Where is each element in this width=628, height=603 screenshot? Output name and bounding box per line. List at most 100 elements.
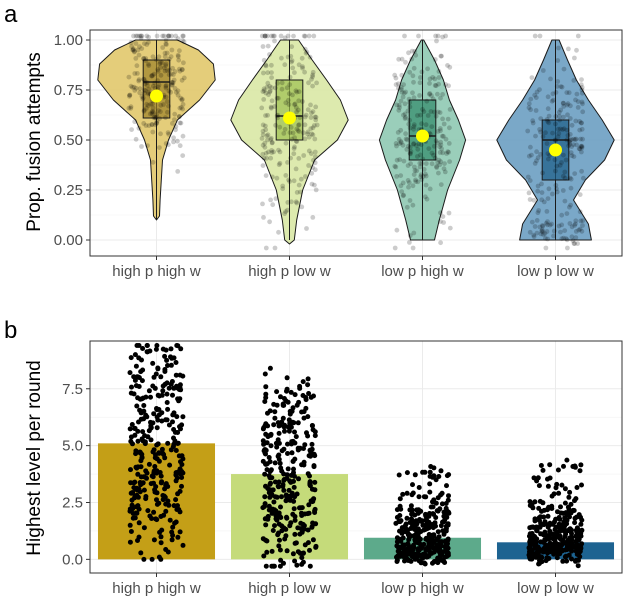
data-point — [134, 510, 140, 516]
data-point — [260, 201, 265, 207]
data-point — [443, 501, 449, 506]
data-point — [405, 546, 411, 552]
data-point — [168, 346, 174, 352]
data-point — [177, 529, 183, 535]
data-point — [267, 488, 273, 494]
data-point — [533, 545, 539, 551]
data-point — [130, 47, 136, 53]
data-point — [276, 530, 281, 536]
data-point — [264, 133, 270, 139]
data-point — [423, 161, 429, 167]
data-point — [301, 523, 307, 529]
data-point — [146, 34, 152, 40]
data-point — [146, 103, 151, 108]
data-point — [262, 33, 268, 39]
data-point — [537, 87, 542, 92]
data-point — [531, 232, 537, 238]
data-point — [130, 46, 136, 52]
data-point — [416, 141, 422, 147]
data-point — [434, 508, 440, 514]
data-point — [441, 220, 446, 225]
data-point — [419, 121, 424, 127]
data-point — [564, 137, 570, 143]
data-point — [147, 111, 153, 117]
data-point — [415, 179, 421, 185]
data-point — [173, 360, 179, 365]
data-point — [575, 33, 581, 39]
data-point — [141, 56, 147, 61]
data-point — [305, 107, 311, 113]
data-point — [149, 73, 155, 79]
data-point — [394, 174, 400, 179]
data-point — [297, 115, 303, 120]
data-point — [156, 82, 162, 88]
data-point — [530, 120, 536, 126]
data-point — [542, 537, 548, 543]
data-point — [420, 156, 426, 162]
data-point — [310, 215, 316, 220]
data-point — [269, 75, 274, 80]
data-point — [575, 563, 581, 569]
data-point — [567, 489, 573, 495]
data-point — [577, 127, 583, 133]
data-point — [277, 160, 283, 166]
data-point — [410, 73, 416, 79]
data-point — [294, 109, 299, 115]
data-point — [143, 394, 149, 400]
data-point — [569, 153, 575, 159]
data-point — [180, 133, 186, 139]
data-point — [546, 186, 552, 192]
panel-b-xtick-label: high p high w — [112, 580, 201, 597]
data-point — [264, 155, 270, 161]
data-point — [170, 65, 176, 71]
data-point — [574, 525, 580, 531]
data-point — [573, 235, 579, 241]
data-point — [540, 467, 546, 473]
data-point — [540, 229, 546, 234]
data-point — [420, 469, 426, 475]
data-point — [434, 38, 439, 44]
data-point — [561, 152, 566, 158]
data-point — [158, 72, 164, 78]
data-point — [278, 394, 283, 400]
data-point — [300, 559, 306, 565]
data-point — [415, 113, 420, 118]
data-point — [278, 515, 284, 520]
data-point — [265, 132, 271, 138]
data-point — [578, 218, 584, 224]
data-point — [269, 548, 275, 554]
data-point — [267, 88, 273, 94]
data-point — [288, 389, 294, 395]
data-point — [396, 102, 402, 108]
data-point — [175, 54, 181, 59]
data-point — [296, 98, 302, 104]
data-point — [580, 101, 585, 107]
data-point — [407, 117, 412, 123]
data-point — [538, 116, 544, 121]
data-point — [418, 560, 424, 566]
data-point — [538, 231, 544, 237]
data-point — [130, 84, 135, 90]
data-point — [553, 182, 559, 188]
data-point — [158, 374, 164, 380]
data-point — [569, 531, 574, 536]
data-point — [561, 114, 566, 120]
data-point — [162, 54, 168, 60]
data-point — [564, 547, 570, 553]
data-point — [273, 440, 279, 446]
data-point — [578, 136, 583, 142]
data-point — [579, 145, 585, 151]
data-point — [394, 102, 400, 108]
data-point — [181, 33, 186, 39]
data-point — [407, 100, 412, 105]
data-point — [527, 550, 533, 556]
data-point — [177, 48, 182, 54]
data-point — [169, 82, 175, 88]
data-point — [579, 99, 585, 105]
data-point — [156, 108, 161, 113]
data-point — [550, 191, 555, 197]
data-point — [417, 93, 422, 98]
data-point — [402, 111, 408, 117]
data-point — [135, 395, 141, 401]
